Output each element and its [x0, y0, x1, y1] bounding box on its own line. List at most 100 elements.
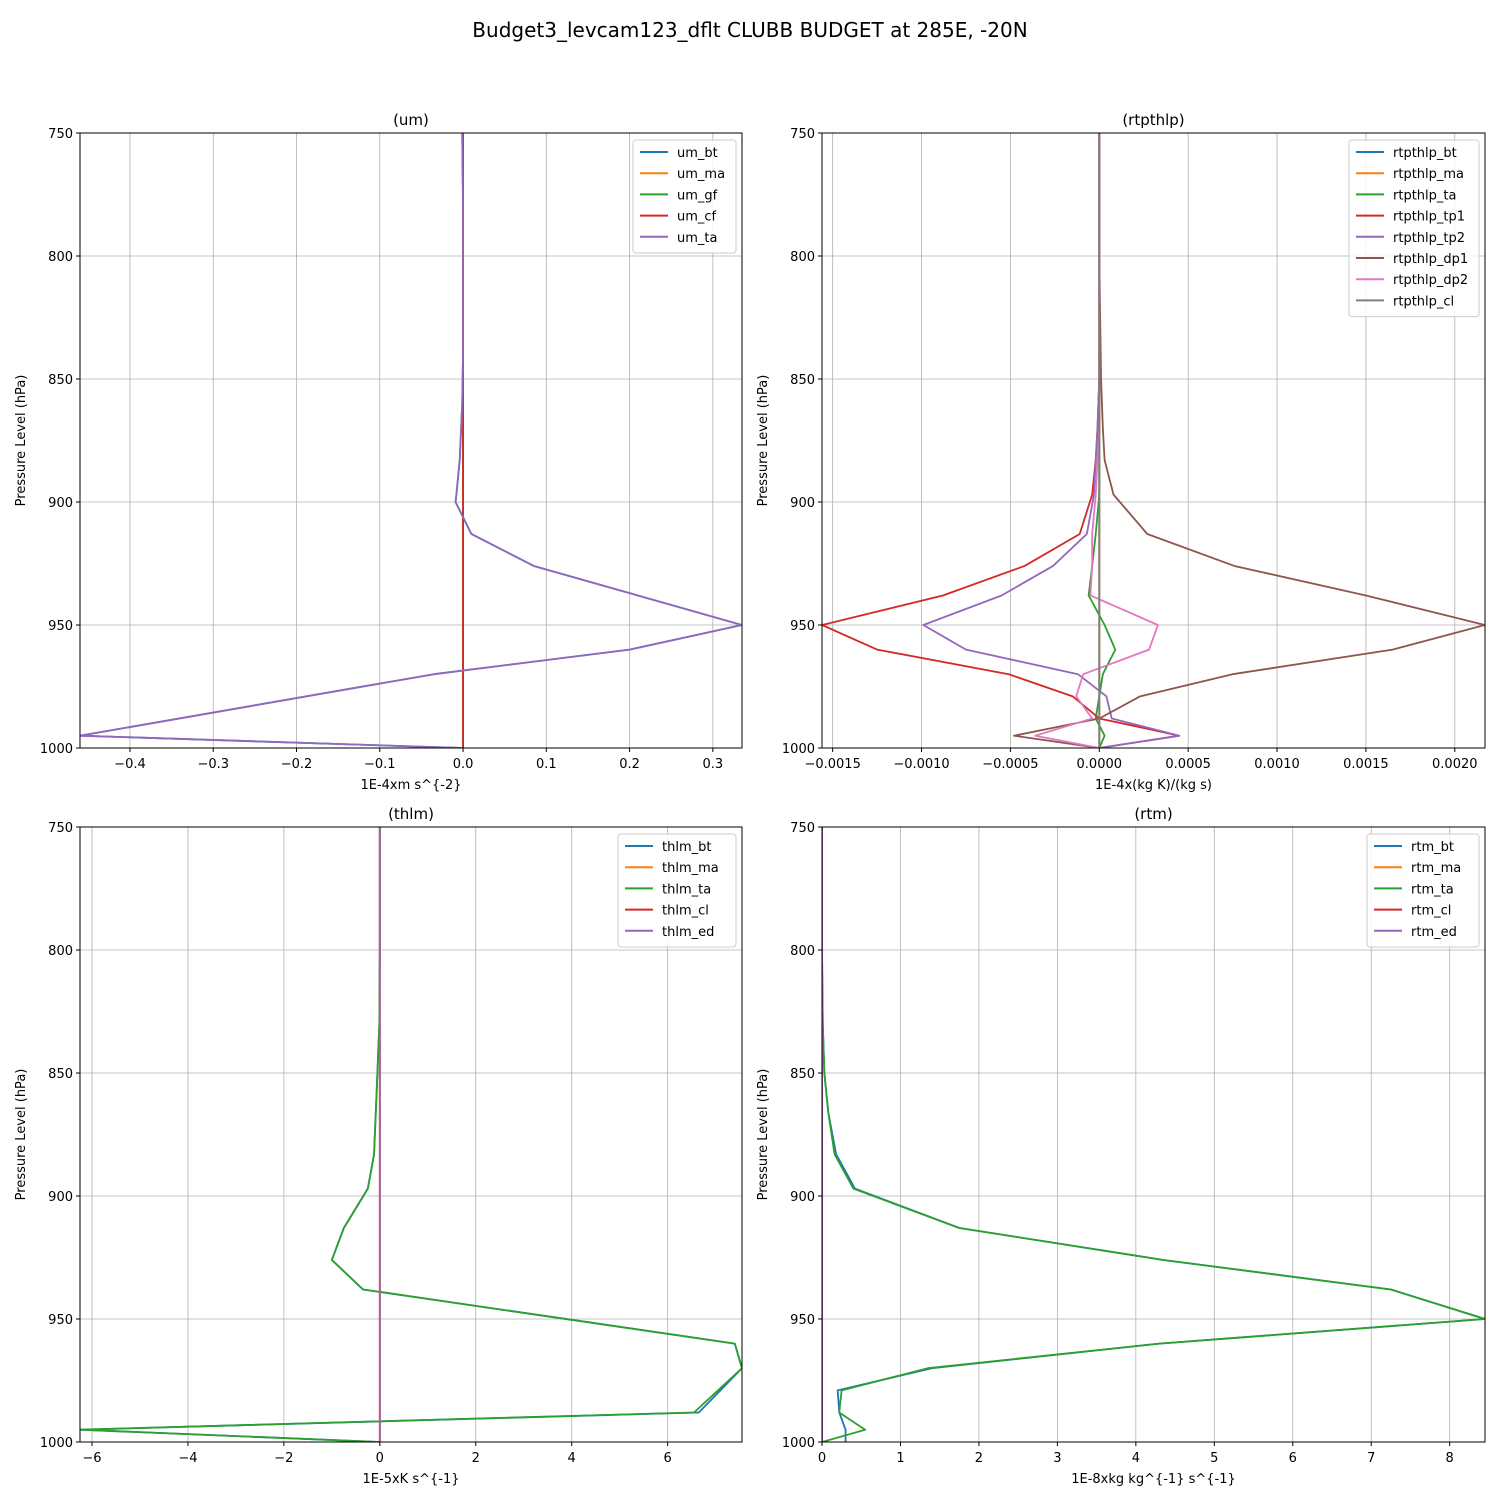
x-tick-label: 0.0 [453, 757, 474, 772]
x-tick-label: −4 [178, 1451, 197, 1466]
y-tick-label: 750 [790, 821, 815, 836]
x-tick-label: 7 [1367, 1451, 1375, 1466]
subplots: −0.4 −0.3 −0.2 −0.1 0.0 0.1 0.2 0.3750800850900… [14, 111, 1486, 1487]
x-tick-label: 0.0020 [1432, 757, 1478, 772]
y-axis-label: Pressure Level (hPa) [756, 375, 771, 507]
x-tick-label: −0.0005 [982, 757, 1038, 772]
legend-label: rtm_ed [1411, 925, 1457, 940]
legend-label: rtm_bt [1411, 840, 1454, 855]
panel-rtm: 0 1 2 3 4 5 6 7 8 750 800 850 900 950 1000 (rtm) 1E-8xkg… [756, 805, 1486, 1487]
legend-label: rtpthlp_tp1 [1393, 210, 1465, 225]
series-line-rtpthlp_dp1 [1013, 133, 1485, 748]
x-tick-label: 4 [568, 1451, 576, 1466]
y-tick-label: 800 [790, 250, 815, 265]
x-tick-label: 0 [818, 1451, 826, 1466]
y-axis-label: Pressure Level (hPa) [756, 1069, 771, 1201]
y-tick-label: 800 [48, 250, 73, 265]
x-tick-label: −0.3 [197, 757, 229, 772]
legend-box [1348, 139, 1480, 318]
y-tick-label: 900 [790, 1190, 815, 1205]
legend-label: thlm_ma [662, 861, 719, 876]
axes-frame [821, 132, 1486, 749]
legend: rtm_bt rtm_ma rtm_ta rtm_cl rtm_ed [1366, 833, 1480, 948]
y-tick-label: 900 [48, 496, 73, 511]
y-tick-label: 1000 [782, 742, 815, 757]
y-tick-label: 800 [48, 944, 73, 959]
x-tick-label: 0.1 [536, 757, 557, 772]
x-tick-label: 8 [1446, 1451, 1454, 1466]
legend: um_bt um_ma um_gf um_cf um_ta [632, 139, 737, 254]
y-tick-label: 850 [790, 373, 815, 388]
series-group [80, 133, 742, 748]
legend-label: rtpthlp_tp2 [1393, 231, 1465, 246]
legend-label: um_ta [677, 231, 717, 246]
legend-label: rtpthlp_ta [1393, 188, 1456, 203]
y-tick-label: 750 [790, 127, 815, 142]
legend-label: um_bt [677, 146, 718, 161]
x-tick-label: −0.0015 [804, 757, 860, 772]
legend-label: rtpthlp_dp1 [1393, 252, 1468, 267]
x-tick-label: 0.0015 [1343, 757, 1389, 772]
series-line-rtm_ta [822, 827, 1485, 1442]
legend: thlm_bt thlm_ma thlm_ta thlm_cl thlm_ed [617, 833, 737, 948]
y-tick-label: 800 [790, 944, 815, 959]
series-line-um_ta [80, 133, 742, 748]
legend-label: um_ma [677, 167, 725, 182]
x-tick-label: 1 [896, 1451, 904, 1466]
panel-thlm: −6 −4 −2 0 2 4 6 750 800 850 900 950 1000 (thlm) 1E-5x… [14, 805, 743, 1487]
axes-frame [79, 826, 743, 1443]
x-tick-label: 2 [975, 1451, 983, 1466]
series-group [80, 827, 742, 1442]
x-tick-label: 2 [472, 1451, 480, 1466]
y-tick-label: 950 [790, 1313, 815, 1328]
legend-label: rtm_cl [1411, 904, 1451, 919]
x-axis-label: 1E-5xK s^{-1} [363, 1472, 460, 1487]
legend-box [632, 139, 737, 254]
legend-label: rtm_ma [1411, 861, 1461, 876]
series-group [822, 827, 1485, 1442]
x-tick-label: 0.2 [619, 757, 640, 772]
x-tick-label: 0.0010 [1254, 757, 1300, 772]
panel-rtpthlp: −0.0015 −0.0010 −0.0005 0.0000 0.0005 0.0010 0… [756, 111, 1486, 793]
x-tick-label: −0.4 [114, 757, 146, 772]
legend-label: rtpthlp_dp2 [1393, 273, 1468, 288]
panel-title: (rtm) [1134, 805, 1172, 823]
y-tick-label: 750 [48, 127, 73, 142]
y-axis-label: Pressure Level (hPa) [14, 1069, 29, 1201]
x-tick-label: 6 [1289, 1451, 1297, 1466]
legend-label: thlm_cl [662, 904, 709, 919]
legend-label: thlm_ed [662, 925, 714, 940]
y-axis-label: Pressure Level (hPa) [14, 375, 29, 507]
y-tick-label: 900 [790, 496, 815, 511]
panel-um: −0.4 −0.3 −0.2 −0.1 0.0 0.1 0.2 0.3 750 800 850 900… [14, 111, 743, 793]
legend-box [1366, 833, 1480, 948]
x-tick-label: −6 [82, 1451, 101, 1466]
x-axis-label: 1E-4x(kg K)/(kg s) [1095, 778, 1212, 793]
x-tick-label: −0.2 [281, 757, 313, 772]
legend-label: um_gf [677, 188, 718, 203]
y-tick-label: 950 [48, 619, 73, 634]
x-tick-label: 3 [1053, 1451, 1061, 1466]
series-group [822, 133, 1485, 748]
legend-label: rtpthlp_cl [1393, 294, 1454, 309]
legend-label: rtpthlp_bt [1393, 146, 1457, 161]
x-tick-label: 0.0000 [1077, 757, 1123, 772]
x-tick-label: 6 [664, 1451, 672, 1466]
panel-title: (rtpthlp) [1122, 111, 1184, 129]
y-tick-label: 850 [790, 1067, 815, 1082]
figure-title: Budget3_levcam123_dflt CLUBB BUDGET at 2… [472, 18, 1027, 42]
legend-label: thlm_bt [662, 840, 711, 855]
x-axis-label: 1E-8xkg kg^{-1} s^{-1} [1071, 1472, 1236, 1487]
y-tick-label: 850 [48, 373, 73, 388]
x-tick-label: 0.0005 [1165, 757, 1211, 772]
legend-label: rtm_ta [1411, 882, 1454, 897]
axes-frame [821, 826, 1486, 1443]
x-tick-label: 0 [376, 1451, 384, 1466]
legend-label: thlm_ta [662, 882, 711, 897]
legend-box [617, 833, 737, 948]
axes-frame [79, 132, 743, 749]
x-axis-label: 1E-4xm s^{-2} [360, 778, 461, 793]
y-tick-label: 1000 [782, 1436, 815, 1451]
